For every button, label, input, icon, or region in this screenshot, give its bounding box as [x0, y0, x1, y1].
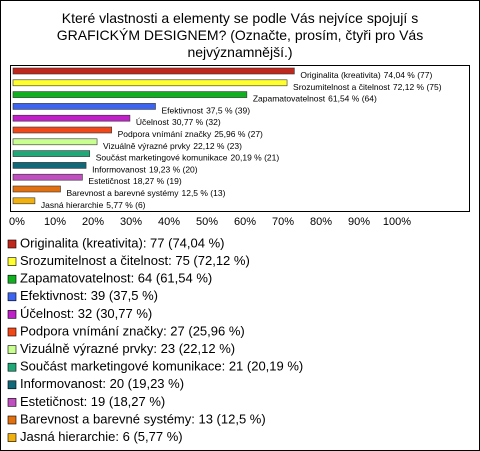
value-label: 37,5 % (39) — [206, 106, 250, 116]
x-tick-label: 20% — [82, 216, 104, 228]
legend-swatch — [7, 345, 17, 354]
legend-label: Originalita (kreativita): 77 (74,04 %) — [20, 235, 224, 250]
bar-label: Vizuálně výrazné prvky 22,12 % (23) — [103, 141, 242, 151]
category-label: Efektivnost — [162, 106, 204, 116]
legend-swatch — [7, 239, 17, 249]
legend-swatch — [7, 398, 17, 407]
x-tick-label: 100% — [383, 216, 411, 228]
legend-swatch — [7, 327, 17, 337]
category-label: Barevnost a barevné systémy — [67, 188, 180, 198]
bar — [12, 162, 87, 169]
legend-label: Zapamatovatelnost: 64 (61,54 %) — [20, 271, 212, 286]
legend-label: Podpora vnímání značky: 27 (25,96 %) — [20, 323, 245, 338]
category-label: Podpora vnímání značky — [118, 129, 212, 139]
category-label: Součást marketingové komunikace — [96, 153, 228, 163]
bar — [12, 79, 288, 87]
legend-swatch — [7, 274, 17, 284]
category-label: Jasná hierarchie — [41, 200, 104, 210]
bar — [12, 67, 295, 75]
category-label: Vizuálně výrazné prvky — [103, 141, 191, 151]
legend-swatch — [7, 433, 17, 442]
x-tick-label: 10% — [44, 216, 66, 228]
value-label: 74,04 % (77) — [384, 70, 433, 80]
category-label: Estetičnost — [88, 176, 130, 186]
bar-label: Srozumitelnost a čitelnost 72,12 % (75) — [293, 82, 442, 92]
category-label: Srozumitelnost a čitelnost — [293, 82, 390, 92]
bar — [12, 91, 248, 98]
bar-label: Informovanost 19,23 % (20) — [92, 165, 198, 175]
legend-label: Srozumitelnost a čitelnost: 75 (72,12 %) — [20, 253, 250, 268]
legend-swatch — [7, 380, 17, 390]
bar — [12, 126, 112, 134]
bar-label: Součást marketingové komunikace 20,19 % (… — [96, 153, 280, 163]
bar-label: Barevnost a barevné systémy 12,5 % (13) — [67, 188, 226, 198]
value-label: 72,12 % (75) — [393, 82, 442, 92]
legend-label: Účelnost: 32 (30,77 %) — [20, 306, 152, 321]
category-label: Zapamatovatelnost — [253, 94, 326, 104]
bar — [12, 185, 61, 193]
x-tick-label: 50% — [196, 216, 218, 228]
value-label: 12,5 % (13) — [181, 188, 225, 198]
bar — [12, 114, 131, 122]
value-label: 20,19 % (21) — [231, 153, 280, 163]
bar-label: Estetičnost 18,27 % (19) — [88, 176, 181, 186]
legend-label: Barevnost a barevné systémy: 13 (12,5 %) — [20, 411, 266, 426]
value-label: 18,27 % (19) — [133, 176, 182, 186]
bar — [12, 150, 91, 157]
legend-swatch — [7, 257, 17, 266]
category-label: Informovanost — [92, 165, 146, 175]
x-tick-label: 40% — [158, 216, 180, 228]
bar-label: Originalita (kreativita) 74,04 % (77) — [300, 70, 432, 80]
value-label: 30,77 % (32) — [172, 117, 221, 127]
chart-title: Které vlastnosti a elementy se podle Vás… — [56, 10, 424, 60]
category-label: Účelnost — [136, 117, 170, 127]
bar-label: Účelnost 30,77 % (32) — [136, 117, 221, 127]
legend-swatch — [7, 292, 17, 302]
legend-label: Efektivnost: 39 (37,5 %) — [20, 288, 158, 303]
legend-swatch — [7, 415, 17, 425]
x-tick-label: 0% — [9, 216, 25, 228]
value-label: 19,23 % (20) — [149, 165, 198, 175]
legend-swatch — [7, 310, 17, 319]
bar-label: Efektivnost 37,5 % (39) — [162, 106, 251, 116]
bar — [12, 103, 156, 110]
value-label: 25,96 % (27) — [214, 129, 263, 139]
legend-label: Součást marketingové komunikace: 21 (20,… — [20, 359, 303, 374]
bar — [12, 138, 98, 146]
x-tick-label: 70% — [272, 216, 294, 228]
legend-label: Informovanost: 20 (19,23 %) — [20, 376, 184, 391]
bar — [12, 197, 36, 205]
bar-label: Zapamatovatelnost 61,54 % (64) — [253, 94, 377, 104]
value-label: 61,54 % (64) — [328, 94, 377, 104]
x-tick-label: 30% — [120, 216, 142, 228]
value-label: 22,12 % (23) — [193, 141, 242, 151]
x-tick-label: 90% — [348, 216, 370, 228]
bar-label: Podpora vnímání značky 25,96 % (27) — [118, 129, 263, 139]
x-tick-label: 80% — [310, 216, 332, 228]
value-label: 5,77 % (6) — [106, 200, 145, 210]
legend-label: Jasná hierarchie: 6 (5,77 %) — [20, 429, 183, 444]
bar — [12, 173, 83, 181]
bar-label: Jasná hierarchie 5,77 % (6) — [41, 200, 146, 210]
legend-label: Vizuálně výrazné prvky: 23 (22,12 %) — [20, 341, 235, 356]
legend-swatch — [7, 362, 17, 372]
category-label: Originalita (kreativita) — [300, 70, 380, 80]
plot-frame — [10, 65, 470, 212]
legend-label: Estetičnost: 19 (18,27 %) — [20, 394, 165, 409]
x-tick-label: 60% — [234, 216, 256, 228]
